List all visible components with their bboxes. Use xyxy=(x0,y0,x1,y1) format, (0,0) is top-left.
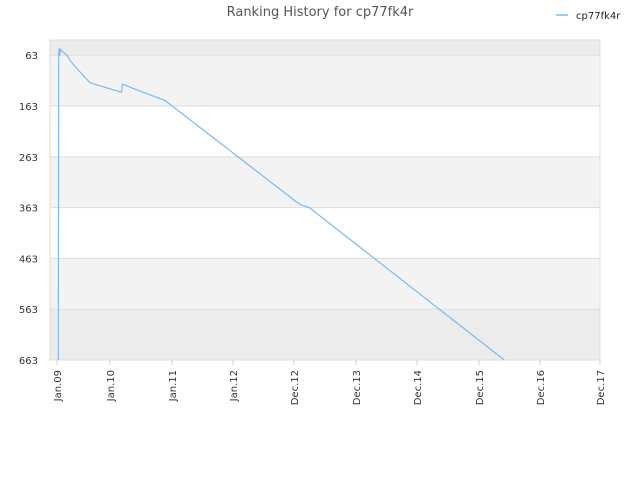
background-band xyxy=(50,40,600,56)
y-tick-label: 363 xyxy=(19,204,38,215)
background-band xyxy=(50,207,600,259)
y-tick-label: 263 xyxy=(19,153,38,164)
y-tick-label: 463 xyxy=(19,254,38,265)
series-line-cp77fk4r xyxy=(57,48,505,361)
background-band xyxy=(50,55,600,107)
plot-frame xyxy=(49,39,601,361)
background-band xyxy=(50,309,600,360)
x-tick-label: Dec.15 xyxy=(475,370,486,405)
y-tick-label: 163 xyxy=(19,102,38,113)
legend-label-cp77fk4r: cp77fk4r xyxy=(576,11,621,22)
legend: cp77fk4r xyxy=(556,11,621,22)
x-tick-label: Jan.09 xyxy=(53,370,64,402)
x-tick-label: Dec.14 xyxy=(413,370,424,405)
x-tick-label: Jan.11 xyxy=(168,370,179,402)
x-tick-label: Dec.17 xyxy=(596,370,607,405)
x-tick-label: Dec.16 xyxy=(536,370,547,405)
background-band xyxy=(50,106,600,157)
x-tick-label: Dec.12 xyxy=(290,370,301,405)
y-tick-label: 63 xyxy=(25,51,38,62)
background-band xyxy=(50,258,600,310)
background-band xyxy=(50,156,600,208)
y-tick-label: 563 xyxy=(19,305,38,316)
x-tick-label: Jan.10 xyxy=(106,370,117,402)
x-tick-label: Jan.12 xyxy=(229,370,240,402)
y-tick-label: 663 xyxy=(19,356,38,367)
x-tick-label: Dec.13 xyxy=(352,370,363,405)
chart-title: Ranking History for cp77fk4r xyxy=(227,5,414,20)
